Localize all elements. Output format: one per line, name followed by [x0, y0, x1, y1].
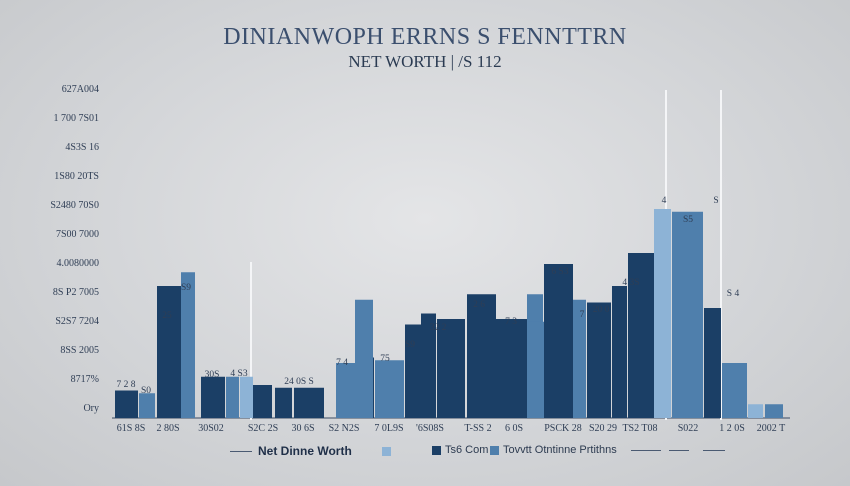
bar: [544, 264, 573, 418]
x-tick-label: '6S08S: [416, 423, 444, 434]
x-tick-label: S2 N2S: [329, 423, 360, 434]
bar: [722, 363, 747, 418]
x-tick-label: 30 6S: [291, 423, 314, 434]
legend-item-net-worth: Net Dinne Worth: [230, 444, 395, 458]
x-tick-label: 1 2 0S: [719, 423, 745, 434]
data-label: S 4: [727, 289, 740, 299]
y-tick-label: S2480 70S0: [50, 200, 99, 211]
y-tick-label: 627A004: [62, 84, 99, 95]
legend-swatch-light: [490, 445, 499, 455]
bar: [437, 319, 465, 418]
data-label: 32 2: [430, 323, 447, 333]
data-label: 4 S3: [230, 369, 247, 379]
bar: [226, 376, 239, 418]
chart-title: DINIANWOPH ERRNS S FENNTTRN: [223, 24, 627, 50]
bar: [157, 286, 181, 418]
bar: [253, 385, 272, 418]
x-tick-label: 30S02: [198, 423, 224, 434]
bar: [405, 324, 421, 418]
legend-label: Net Dinne Worth: [258, 444, 352, 458]
y-tick-label: 1 700 7S01: [53, 113, 99, 124]
data-label: S9: [181, 283, 191, 293]
legend-label: Ts6 Com: [445, 444, 489, 456]
data-label: S5: [683, 215, 693, 225]
bar: [704, 308, 721, 418]
data-label: 7 3: [505, 317, 517, 327]
bar: [201, 376, 225, 418]
x-tick-label: PSCK 28: [544, 423, 582, 434]
bar: [181, 272, 195, 418]
bar: [275, 387, 292, 418]
data-label: 30S: [205, 370, 220, 380]
data-label: 7 2 8: [117, 380, 136, 390]
y-tick-label: 4S3S 16: [65, 142, 99, 153]
bar: [139, 393, 155, 418]
data-label: 6 S3: [551, 267, 568, 277]
data-label: 4: [662, 196, 667, 206]
x-tick-label: S2C 2S: [248, 423, 278, 434]
data-label: 25: [162, 311, 172, 321]
data-label: 7 4: [336, 358, 348, 368]
data-label: 75: [380, 354, 390, 364]
x-tick-label: 7 0L9S: [374, 423, 403, 434]
bar: [573, 299, 586, 418]
legend-line: [668, 449, 689, 451]
bar: [628, 253, 654, 418]
bar: [115, 390, 138, 418]
y-tick-label: 8S P2 7005: [53, 287, 99, 298]
bar: [765, 404, 783, 418]
x-tick-label: S20 29: [589, 423, 617, 434]
x-tick-label: 2002 T: [757, 423, 785, 434]
x-tick-label: S022: [678, 423, 699, 434]
data-label: 24 0S S: [284, 377, 314, 387]
bar: [294, 387, 324, 418]
bar: [421, 313, 436, 418]
data-label: 20 0: [593, 305, 610, 315]
y-tick-label: 4.0080000: [57, 258, 100, 269]
data-label: S9: [405, 340, 415, 350]
data-label: 2 6: [473, 300, 485, 310]
bar: [375, 360, 404, 418]
y-tick-label: 7S00 7000: [56, 229, 99, 240]
y-tick-label: 8717%: [71, 374, 99, 385]
x-tick-label: 61S 8S: [117, 423, 146, 434]
legend-line: [630, 449, 661, 451]
data-label: S0: [141, 386, 151, 396]
bar: [612, 286, 627, 418]
legend-line: [230, 450, 252, 452]
legend-label: Tovvtt Otntinne Prtithns: [503, 444, 617, 456]
bar: [528, 321, 544, 418]
y-tick-label: Ory: [83, 403, 99, 414]
legend-item-prtithns: Tovvtt Otntinne Prtithns: [490, 444, 725, 456]
y-tick-label: S2S7 7204: [55, 316, 99, 327]
y-tick-label: 1S80 20TS: [54, 171, 99, 182]
data-label: S: [713, 196, 718, 206]
data-label: 7: [580, 310, 585, 320]
legend-swatch-dark: [432, 445, 441, 455]
data-label: 4 3S: [622, 278, 639, 288]
bar: [672, 211, 703, 418]
bar: [496, 319, 527, 418]
chart-subtitle: NET WORTH | /S 112: [348, 52, 502, 71]
bar: [587, 302, 611, 418]
legend-item-com: Ts6 Com: [432, 444, 488, 456]
x-tick-label: 2 80S: [156, 423, 179, 434]
bar: [355, 299, 373, 418]
x-tick-label: TS2 T08: [622, 423, 657, 434]
bar: [467, 294, 496, 418]
legend-swatch-pale: [381, 446, 391, 456]
y-tick-label: 8SS 2005: [60, 345, 99, 356]
bar: [336, 363, 356, 418]
legend-line: [702, 449, 725, 451]
x-tick-label: T-SS 2: [464, 423, 491, 434]
bar: [654, 266, 670, 418]
chart-legend: Net Dinne Worth Ts6 Com Tovvtt Otntinne …: [230, 444, 770, 462]
bar: [240, 376, 253, 418]
bar: [748, 404, 763, 418]
x-tick-label: 6 0S: [505, 423, 523, 434]
